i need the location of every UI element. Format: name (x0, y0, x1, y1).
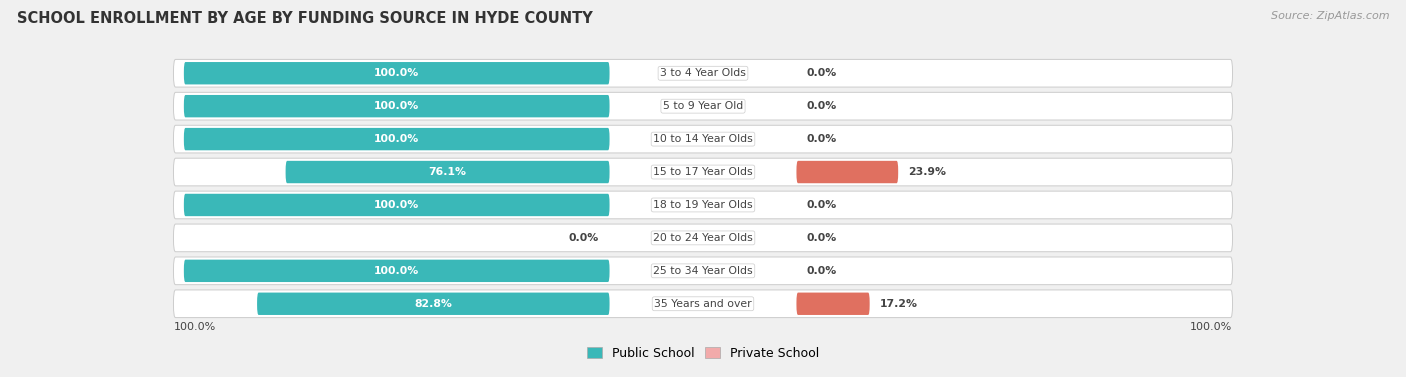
Text: 0.0%: 0.0% (807, 266, 837, 276)
FancyBboxPatch shape (796, 293, 870, 315)
FancyBboxPatch shape (173, 191, 1233, 219)
Text: 100.0%: 100.0% (374, 68, 419, 78)
FancyBboxPatch shape (173, 60, 1233, 87)
FancyBboxPatch shape (184, 95, 610, 117)
Text: SCHOOL ENROLLMENT BY AGE BY FUNDING SOURCE IN HYDE COUNTY: SCHOOL ENROLLMENT BY AGE BY FUNDING SOUR… (17, 11, 592, 26)
Text: 25 to 34 Year Olds: 25 to 34 Year Olds (654, 266, 752, 276)
Text: 5 to 9 Year Old: 5 to 9 Year Old (662, 101, 744, 111)
Text: 100.0%: 100.0% (374, 266, 419, 276)
Text: 0.0%: 0.0% (807, 68, 837, 78)
FancyBboxPatch shape (184, 62, 610, 84)
Text: 100.0%: 100.0% (374, 134, 419, 144)
FancyBboxPatch shape (173, 290, 1233, 317)
Text: 3 to 4 Year Olds: 3 to 4 Year Olds (659, 68, 747, 78)
FancyBboxPatch shape (173, 158, 1233, 186)
Text: 15 to 17 Year Olds: 15 to 17 Year Olds (654, 167, 752, 177)
Text: 0.0%: 0.0% (807, 233, 837, 243)
Text: 100.0%: 100.0% (374, 200, 419, 210)
Text: 76.1%: 76.1% (429, 167, 467, 177)
FancyBboxPatch shape (184, 260, 610, 282)
Text: 0.0%: 0.0% (807, 134, 837, 144)
Text: 18 to 19 Year Olds: 18 to 19 Year Olds (654, 200, 752, 210)
FancyBboxPatch shape (184, 194, 610, 216)
FancyBboxPatch shape (184, 128, 610, 150)
Text: 17.2%: 17.2% (880, 299, 918, 309)
Text: 0.0%: 0.0% (807, 200, 837, 210)
Text: 100.0%: 100.0% (374, 101, 419, 111)
Text: 0.0%: 0.0% (807, 101, 837, 111)
FancyBboxPatch shape (173, 125, 1233, 153)
FancyBboxPatch shape (285, 161, 610, 183)
Legend: Public School, Private School: Public School, Private School (588, 347, 818, 360)
Text: 100.0%: 100.0% (173, 322, 215, 333)
FancyBboxPatch shape (796, 161, 898, 183)
Text: 20 to 24 Year Olds: 20 to 24 Year Olds (654, 233, 752, 243)
Text: 35 Years and over: 35 Years and over (654, 299, 752, 309)
Text: 82.8%: 82.8% (415, 299, 453, 309)
FancyBboxPatch shape (173, 224, 1233, 252)
Text: 10 to 14 Year Olds: 10 to 14 Year Olds (654, 134, 752, 144)
Text: Source: ZipAtlas.com: Source: ZipAtlas.com (1271, 11, 1389, 21)
FancyBboxPatch shape (257, 293, 610, 315)
FancyBboxPatch shape (173, 257, 1233, 285)
Text: 0.0%: 0.0% (569, 233, 599, 243)
Text: 100.0%: 100.0% (1191, 322, 1233, 333)
FancyBboxPatch shape (173, 92, 1233, 120)
Text: 23.9%: 23.9% (908, 167, 946, 177)
